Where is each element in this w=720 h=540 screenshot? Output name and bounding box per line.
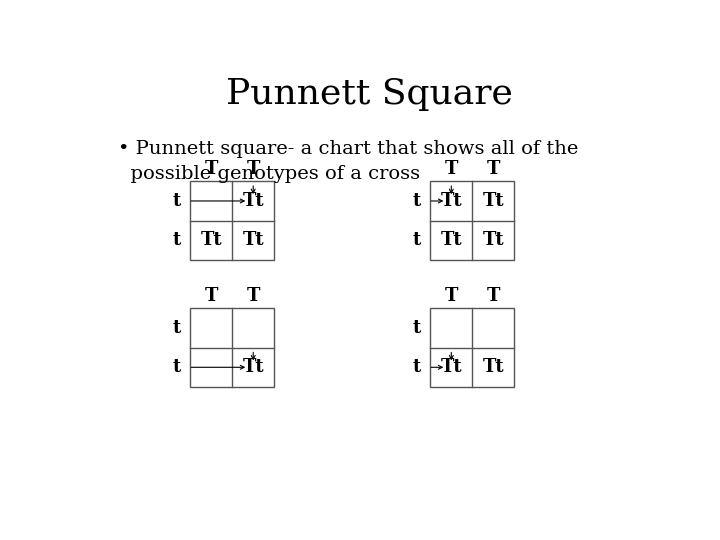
Text: t: t bbox=[173, 232, 181, 249]
Bar bbox=[431, 181, 514, 260]
Text: t: t bbox=[413, 232, 421, 249]
Text: T: T bbox=[445, 160, 458, 178]
Text: Tt: Tt bbox=[201, 232, 222, 249]
Text: t: t bbox=[173, 359, 181, 376]
Text: Tt: Tt bbox=[243, 359, 264, 376]
Text: Tt: Tt bbox=[441, 192, 462, 210]
Text: T: T bbox=[204, 160, 218, 178]
Text: possible genotypes of a cross: possible genotypes of a cross bbox=[118, 165, 420, 183]
Bar bbox=[190, 181, 274, 260]
Text: • Punnett square- a chart that shows all of the: • Punnett square- a chart that shows all… bbox=[118, 140, 578, 158]
Text: Tt: Tt bbox=[482, 232, 504, 249]
Text: t: t bbox=[413, 319, 421, 337]
Text: T: T bbox=[487, 160, 500, 178]
Text: t: t bbox=[413, 192, 421, 210]
Text: T: T bbox=[204, 287, 218, 305]
Text: Tt: Tt bbox=[441, 359, 462, 376]
Text: T: T bbox=[246, 287, 260, 305]
Text: Tt: Tt bbox=[441, 232, 462, 249]
Text: t: t bbox=[173, 319, 181, 337]
Text: t: t bbox=[173, 192, 181, 210]
Bar bbox=[431, 308, 514, 387]
Text: T: T bbox=[487, 287, 500, 305]
Text: T: T bbox=[445, 287, 458, 305]
Text: Tt: Tt bbox=[243, 232, 264, 249]
Bar bbox=[190, 308, 274, 387]
Text: Tt: Tt bbox=[243, 192, 264, 210]
Text: t: t bbox=[413, 359, 421, 376]
Text: Tt: Tt bbox=[482, 192, 504, 210]
Text: Punnett Square: Punnett Square bbox=[225, 77, 513, 111]
Text: Tt: Tt bbox=[482, 359, 504, 376]
Text: T: T bbox=[246, 160, 260, 178]
